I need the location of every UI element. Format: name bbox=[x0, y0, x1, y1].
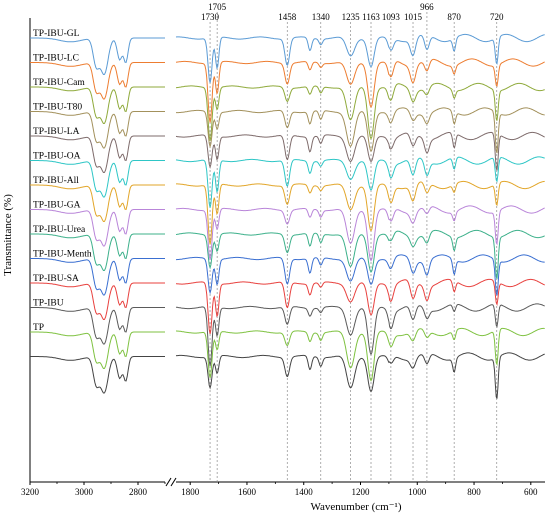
annotation-label-1705: 1705 bbox=[208, 2, 227, 12]
series-label: TP-IBU-Cam bbox=[33, 78, 85, 88]
x-tick-label-right: 1000 bbox=[408, 487, 427, 497]
x-tick-label-right: 1400 bbox=[295, 487, 314, 497]
spectrum-left-TP-IBU-All bbox=[30, 184, 165, 223]
spectrum-left-TP-IBU-LA bbox=[30, 135, 165, 174]
annotation-label-720: 720 bbox=[490, 12, 504, 22]
spectrum-left-TP-IBU-T80 bbox=[30, 111, 165, 149]
spectrum-left-TP-IBU-SA bbox=[30, 282, 165, 321]
annotation-label-966: 966 bbox=[420, 2, 434, 12]
x-tick-label-right: 1800 bbox=[181, 487, 200, 497]
spectrum-right-TP bbox=[176, 327, 545, 382]
spectrum-right-TP-IBU-GL bbox=[175, 33, 545, 83]
spectrum-left-TP bbox=[30, 331, 165, 370]
spectrum-right-TP-IBU-LA bbox=[175, 131, 545, 171]
x-tick-label-right: 600 bbox=[524, 487, 538, 497]
x-tick-label-right: 800 bbox=[467, 487, 481, 497]
series-label: TP bbox=[33, 323, 44, 333]
spectrum-right-unlabeled bbox=[175, 352, 545, 399]
series-label: TP-IBU-Menth bbox=[33, 250, 92, 260]
spectrum-right-TP-IBU-GA bbox=[175, 205, 545, 262]
series-label: TP-IBU-All bbox=[33, 176, 79, 186]
x-tick-label-right: 1200 bbox=[352, 487, 371, 497]
spectrum-left-TP-IBU-Cam bbox=[30, 86, 165, 125]
series-label: TP-IBU bbox=[33, 299, 64, 309]
series-label: TP-IBU-T80 bbox=[33, 103, 82, 113]
spectrum-right-TP-IBU-T80 bbox=[176, 107, 545, 154]
annotation-label-1340: 1340 bbox=[312, 12, 331, 22]
spectrum-left-TP-IBU-GL bbox=[30, 37, 165, 76]
annotation-label-1015: 1015 bbox=[404, 12, 423, 22]
spectrum-right-TP-IBU-LC bbox=[175, 58, 545, 123]
spectrum-left-TP-IBU bbox=[30, 307, 165, 345]
annotation-label-1458: 1458 bbox=[278, 12, 297, 22]
series-labels: TP-IBU-GL TP-IBU-LC TP-IBU-Cam TP-IBU-T80 TP… bbox=[33, 29, 92, 333]
series-label: TP-IBU-LC bbox=[33, 54, 79, 64]
axis-ticks: 3200 3000 2800 1800 1600 1400 1200 1000 800 600 bbox=[21, 482, 538, 497]
spectra-lines bbox=[30, 33, 545, 399]
spectrum-right-TP-IBU-OA bbox=[175, 156, 545, 208]
series-label: TP-IBU-GA bbox=[33, 201, 81, 211]
axis-break-mark bbox=[170, 477, 177, 487]
annotation-label-1093: 1093 bbox=[382, 12, 401, 22]
spectrum-right-TP-IBU-Cam bbox=[175, 82, 545, 141]
x-tick-label-left: 2800 bbox=[129, 487, 148, 497]
spectrum-left-unlabeled bbox=[30, 356, 165, 394]
x-tick-label-right: 1600 bbox=[238, 487, 257, 497]
series-label: TP-IBU-Urea bbox=[33, 225, 86, 235]
spectrum-left-TP-IBU-Menth bbox=[30, 258, 165, 296]
annotation-label-1235: 1235 bbox=[342, 12, 361, 22]
annotation-lines bbox=[209, 12, 498, 482]
spectrum-left-TP-IBU-OA bbox=[30, 160, 165, 198]
y-axis-title: Transmittance (%) bbox=[2, 194, 14, 276]
series-label: TP-IBU-SA bbox=[33, 274, 79, 284]
x-tick-label-left: 3200 bbox=[21, 487, 40, 497]
annotation-label-1163: 1163 bbox=[362, 12, 380, 22]
spectrum-left-TP-IBU-Urea bbox=[30, 233, 165, 272]
x-axis-title: Wavenumber (cm⁻¹) bbox=[311, 501, 402, 513]
spectrum-right-TP-IBU-Urea bbox=[175, 229, 545, 279]
series-label: TP-IBU-OA bbox=[33, 152, 81, 162]
spectrum-left-TP-IBU-GA bbox=[30, 209, 165, 247]
spectrum-right-TP-IBU-All bbox=[176, 180, 545, 245]
spectrum-right-TP-IBU bbox=[175, 303, 545, 367]
x-tick-label-left: 3000 bbox=[75, 487, 94, 497]
series-label: TP-IBU-GL bbox=[33, 29, 80, 39]
axis-break-mark bbox=[165, 477, 172, 487]
annotation-label-870: 870 bbox=[447, 12, 461, 22]
spectrum-left-TP-IBU-LC bbox=[30, 62, 165, 100]
spectrum-right-TP-IBU-Menth bbox=[176, 254, 545, 296]
spectrum-right-TP-IBU-SA bbox=[175, 278, 545, 334]
series-label: TP-IBU-LA bbox=[33, 127, 80, 137]
annotation-label-1730: 1730 bbox=[201, 12, 220, 22]
